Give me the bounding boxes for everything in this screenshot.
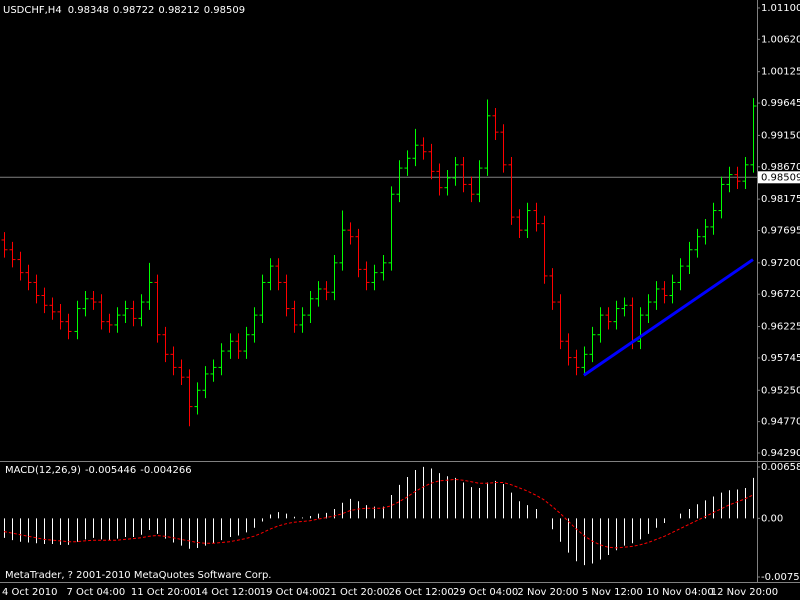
y-tick-label: 0.006587	[761, 462, 800, 473]
macd-title: MACD(12,26,9)	[5, 465, 81, 476]
y-tick-label: -0.00753	[761, 572, 800, 583]
x-tick-label: 5 Nov 12:00	[582, 587, 643, 598]
macd-signal-line	[3, 478, 754, 549]
header-close: 0.98509	[204, 5, 245, 16]
y-tick-label: 0.97695	[761, 225, 800, 236]
x-tick-label: 7 Oct 04:00	[66, 587, 125, 598]
x-tick-label: 29 Oct 04:00	[453, 587, 518, 598]
y-tick-label: 0.97200	[761, 258, 800, 269]
y-tick-label: 0.99645	[761, 98, 800, 109]
y-tick-label: 1.00620	[761, 34, 800, 45]
y-tick-label: 0.00	[761, 513, 783, 524]
x-tick-label: 11 Oct 20:00	[131, 587, 196, 598]
y-tick-label: 1.01100	[761, 3, 800, 14]
trendline	[583, 258, 754, 377]
y-tick-label: 0.96225	[761, 322, 800, 333]
x-tick-label: 14 Oct 12:00	[195, 587, 260, 598]
y-tick-label: 0.95250	[761, 385, 800, 396]
y-tick-label: 0.98670	[761, 162, 800, 173]
y-tick-label: 0.95745	[761, 353, 800, 364]
symbol: USDCHF,H4	[3, 5, 62, 16]
x-tick-label: 2 Nov 20:00	[517, 587, 578, 598]
header-high: 0.98722	[113, 5, 154, 16]
x-tick-label: 21 Oct 20:00	[324, 587, 389, 598]
x-tick-label: 26 Oct 12:00	[389, 587, 454, 598]
price-header: USDCHF,H4 0.98348 0.98722 0.98212 0.98509	[3, 5, 245, 16]
macd-main: -0.005446	[85, 465, 136, 476]
x-tick-label: 10 Nov 04:00	[646, 587, 713, 598]
copyright: MetaTrader, ? 2001-2010 MetaQuotes Softw…	[5, 570, 271, 581]
y-tick-label: 0.99150	[761, 130, 800, 141]
macd-signal: -0.004266	[140, 465, 191, 476]
x-tick-label: 19 Oct 04:00	[260, 587, 325, 598]
x-tick-label: 12 Nov 20:00	[711, 587, 778, 598]
y-tick-label: 1.00125	[761, 67, 800, 78]
price-label-box	[758, 171, 800, 184]
y-tick-label: 0.98175	[761, 194, 800, 205]
x-tick-label: 4 Oct 2010	[2, 587, 57, 598]
macd-header: MACD(12,26,9) -0.005446 -0.004266	[5, 465, 192, 476]
y-tick-label: 0.94770	[761, 417, 800, 428]
price-label: 0.98509	[761, 172, 800, 183]
header-open: 0.98348	[68, 5, 109, 16]
y-tick-label: 0.96720	[761, 289, 800, 300]
y-tick-label: 0.94290	[761, 448, 800, 459]
header-low: 0.98212	[158, 5, 199, 16]
